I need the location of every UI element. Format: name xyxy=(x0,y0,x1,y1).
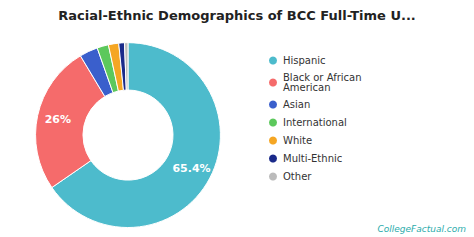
svg-text:65.4%: 65.4% xyxy=(172,162,210,175)
svg-text:26%: 26% xyxy=(45,113,71,126)
svg-text:American: American xyxy=(283,82,331,93)
svg-text:CollegeFactual.com: CollegeFactual.com xyxy=(377,224,466,234)
svg-text:Asian: Asian xyxy=(283,99,310,110)
svg-text:Hispanic: Hispanic xyxy=(283,55,326,66)
svg-text:White: White xyxy=(283,135,312,146)
svg-text:Racial-Ethnic Demographics of: Racial-Ethnic Demographics of BCC Full-T… xyxy=(58,8,416,23)
svg-text:Black or African: Black or African xyxy=(283,72,362,83)
svg-text:Multi-Ethnic: Multi-Ethnic xyxy=(283,153,342,164)
svg-text:Other: Other xyxy=(283,171,312,182)
svg-text:International: International xyxy=(283,117,347,128)
